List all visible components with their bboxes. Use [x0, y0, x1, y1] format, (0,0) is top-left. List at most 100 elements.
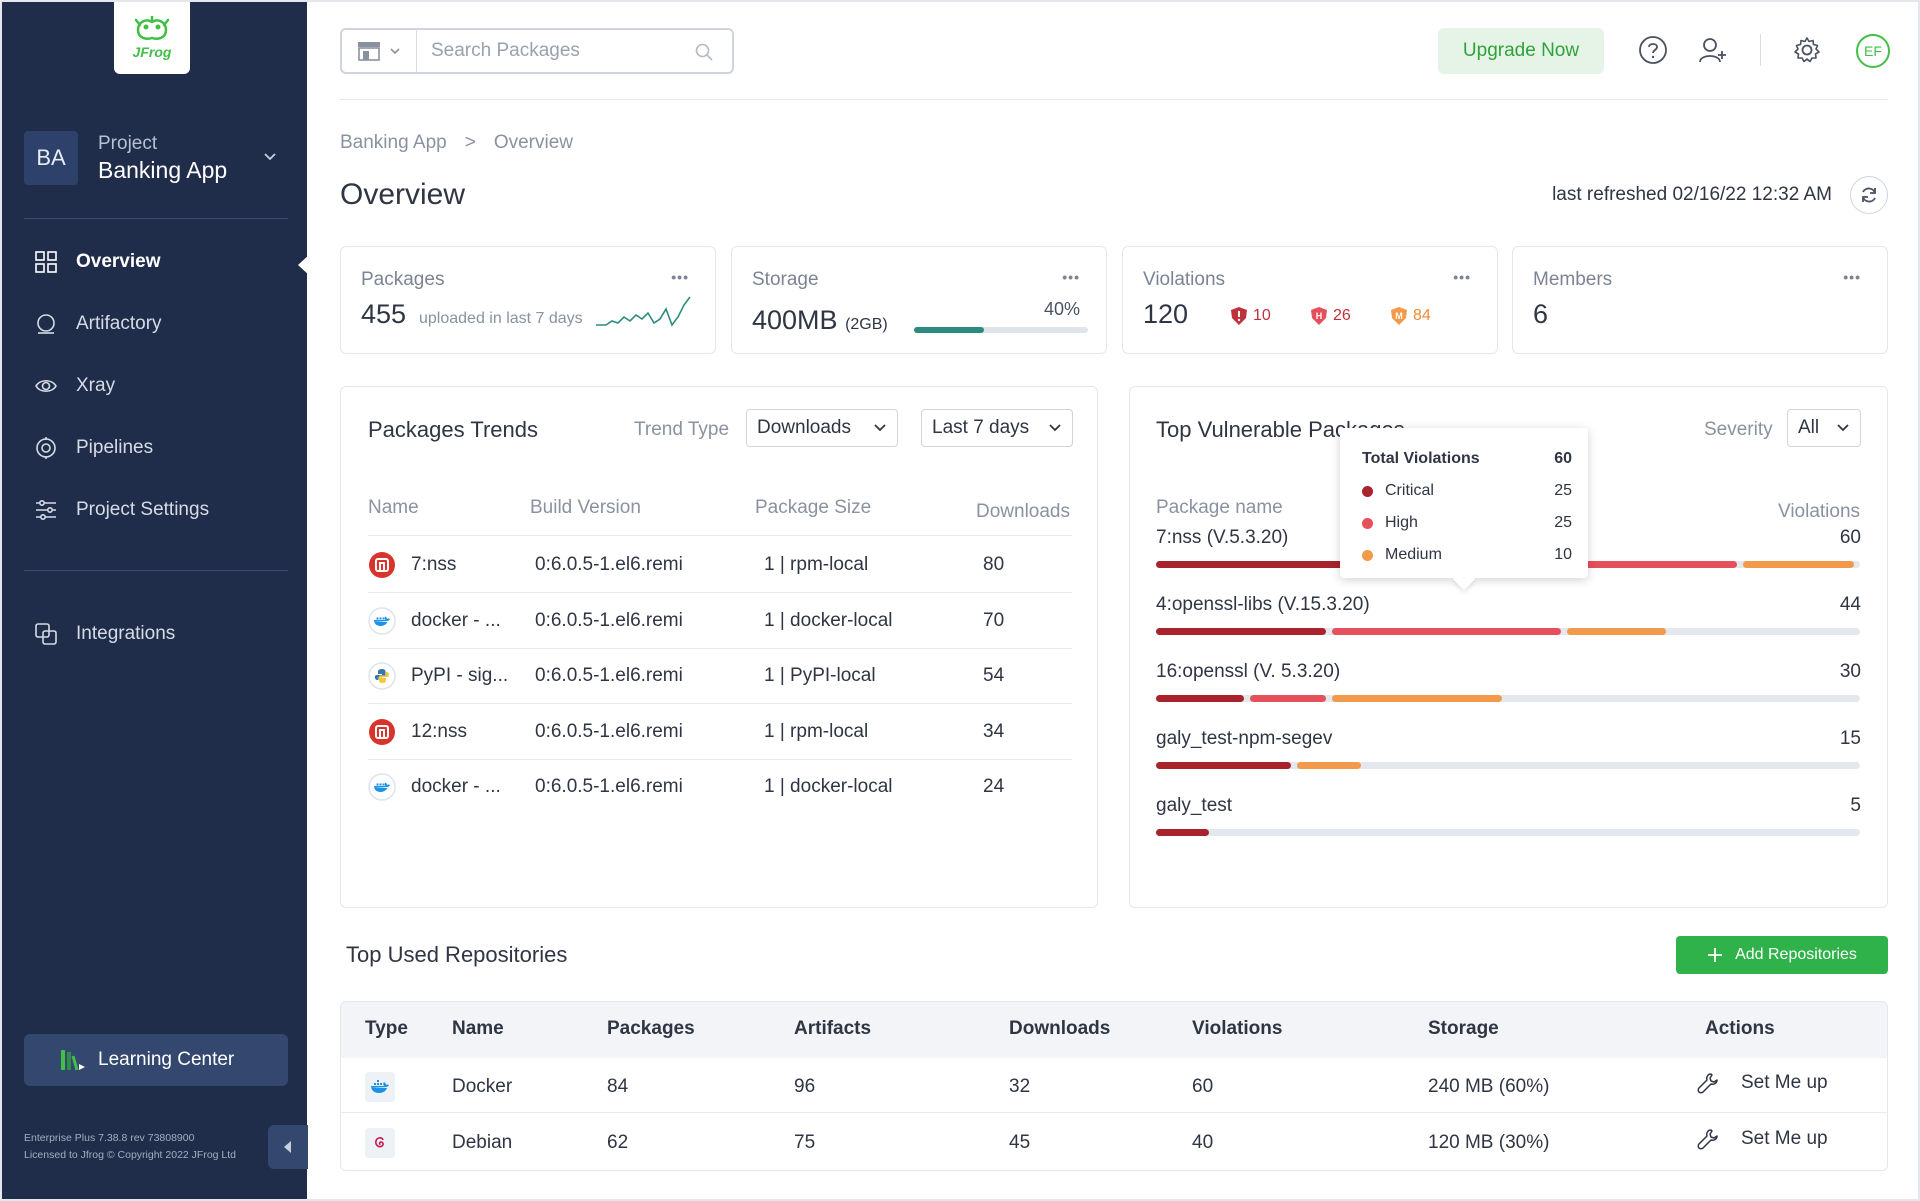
critical-bar-segment[interactable] — [1156, 829, 1209, 836]
severity-dropdown[interactable]: All — [1787, 409, 1861, 447]
medium-dot-icon — [1362, 549, 1373, 561]
learning-center-button[interactable]: Learning Center — [24, 1034, 288, 1086]
frog-logo-icon — [134, 16, 170, 40]
add-repositories-button[interactable]: Add Repositories — [1676, 936, 1888, 974]
breadcrumb-parent[interactable]: Banking App — [340, 132, 447, 153]
debian-icon — [365, 1128, 395, 1158]
jfrog-logo[interactable]: JFrog — [114, 2, 190, 74]
medium-shield-icon: M — [1391, 307, 1407, 325]
help-button[interactable] — [1636, 33, 1670, 67]
violations-stat-card: Violations ••• 120 10 H 26 M 84 — [1122, 246, 1498, 354]
plus-icon — [1708, 948, 1723, 962]
active-indicator — [298, 254, 310, 276]
stat-label: Members — [1533, 269, 1613, 290]
search-input[interactable] — [417, 40, 677, 62]
package-name: 4:openssl-libs (V.15.3.20) — [1156, 594, 1370, 615]
column-header: Artifacts — [794, 1018, 872, 1039]
medium-bar-segment[interactable] — [1296, 762, 1362, 769]
wrench-icon — [1697, 1073, 1718, 1094]
column-header: Build Version — [530, 497, 641, 518]
high-count: H 26 — [1311, 307, 1351, 325]
breadcrumb-separator: > — [464, 132, 476, 153]
package-name[interactable]: 7:nss — [411, 554, 457, 575]
repo-packages: 84 — [607, 1076, 629, 1097]
refresh-button[interactable] — [1850, 176, 1888, 214]
high-bar-segment[interactable] — [1332, 628, 1561, 635]
gear-icon — [1794, 37, 1820, 63]
settings-button[interactable] — [1790, 33, 1824, 67]
last-refreshed-text: last refreshed 02/16/22 12:32 AM — [1552, 184, 1832, 205]
chevron-down-icon — [1049, 424, 1061, 432]
tooltip-high-row: High 25 — [1362, 514, 1572, 532]
more-options-button[interactable]: ••• — [1453, 269, 1471, 285]
package-name: 16:openssl (V. 5.3.20) — [1156, 661, 1341, 682]
critical-bar-segment[interactable] — [1156, 762, 1291, 769]
nav-label: Pipelines — [76, 437, 154, 458]
medium-bar-segment[interactable] — [1742, 561, 1854, 568]
nav-item-overview[interactable]: Overview — [34, 242, 294, 282]
build-version: 0:6.0.5-1.el6.remi — [535, 609, 683, 631]
search-icon[interactable] — [694, 42, 714, 62]
repo-storage: 120 MB (30%) — [1428, 1132, 1550, 1153]
package-name[interactable]: docker - ... — [411, 609, 501, 631]
column-header: Name — [452, 1018, 504, 1039]
critical-count: 10 — [1231, 307, 1271, 325]
user-avatar[interactable]: EF — [1856, 34, 1890, 68]
row-divider — [341, 1112, 1887, 1113]
help-icon — [1639, 36, 1667, 64]
column-header: Violations — [1778, 501, 1861, 522]
nav-item-artifactory[interactable]: Artifactory — [34, 304, 294, 344]
nav-label: Overview — [76, 251, 161, 272]
packages-stat-card: Packages ••• 455 uploaded in last 7 days — [340, 246, 716, 354]
build-version: 0:6.0.5-1.el6.remi — [535, 720, 683, 742]
project-selector[interactable]: BA Project Banking App — [24, 130, 286, 186]
stat-value: 400MB (2GB) — [752, 305, 888, 336]
nav-item-project-settings[interactable]: Project Settings — [34, 490, 294, 530]
package-name[interactable]: docker - ... — [411, 776, 501, 797]
more-options-button[interactable]: ••• — [1062, 269, 1080, 285]
rpm-icon — [368, 551, 396, 579]
critical-bar-segment[interactable] — [1156, 561, 1444, 568]
upgrade-now-button[interactable]: Upgrade Now — [1438, 28, 1604, 74]
chevron-down-icon — [390, 48, 400, 55]
sidebar-divider — [24, 570, 288, 571]
high-bar-segment[interactable] — [1449, 561, 1737, 568]
sparkline-icon — [596, 296, 691, 327]
critical-bar-segment[interactable] — [1156, 628, 1326, 635]
books-icon — [61, 1050, 85, 1071]
high-bar-segment[interactable] — [1249, 695, 1326, 702]
more-options-button[interactable]: ••• — [671, 269, 689, 285]
violations-count: 30 — [1839, 661, 1861, 682]
collapse-sidebar-button[interactable] — [268, 1125, 308, 1169]
nav-label: Integrations — [76, 623, 176, 644]
medium-bar-segment[interactable] — [1332, 695, 1502, 702]
artifactory-icon — [37, 314, 55, 334]
medium-bar-segment[interactable] — [1566, 628, 1667, 635]
set-me-up-button[interactable]: Set Me up — [1697, 1128, 1828, 1150]
logo-text: JFrog — [132, 44, 172, 60]
repo-storage: 240 MB (60%) — [1428, 1076, 1550, 1097]
nav-item-xray[interactable]: Xray — [34, 366, 294, 406]
trend-type-dropdown[interactable]: Downloads — [746, 409, 898, 447]
column-header: Type — [365, 1018, 408, 1039]
panel-title: Packages Trends — [368, 417, 538, 442]
more-options-button[interactable]: ••• — [1843, 269, 1861, 285]
nav-item-pipelines[interactable]: Pipelines — [34, 428, 294, 468]
breadcrumb-current: Overview — [493, 132, 573, 153]
nav-item-integrations[interactable]: Integrations — [34, 614, 294, 654]
package-name[interactable]: PyPI - sig... — [411, 665, 509, 686]
date-range-dropdown[interactable]: Last 7 days — [921, 409, 1073, 447]
critical-bar-segment[interactable] — [1156, 695, 1244, 702]
package-size: 1 | rpm-local — [764, 720, 869, 742]
storage-stat-card: Storage ••• 400MB (2GB) 40% — [731, 246, 1107, 354]
package-name[interactable]: 12:nss — [411, 720, 467, 742]
add-user-button[interactable] — [1696, 33, 1730, 67]
repo-name: Debian — [452, 1132, 513, 1153]
set-me-up-button[interactable]: Set Me up — [1697, 1072, 1828, 1094]
page-title: Overview — [340, 178, 466, 211]
search-scope-select[interactable] — [342, 30, 417, 72]
nav-label: Project Settings — [76, 499, 210, 520]
stat-subtext: uploaded in last 7 days — [419, 310, 583, 327]
build-version: 0:6.0.5-1.el6.remi — [535, 554, 683, 575]
